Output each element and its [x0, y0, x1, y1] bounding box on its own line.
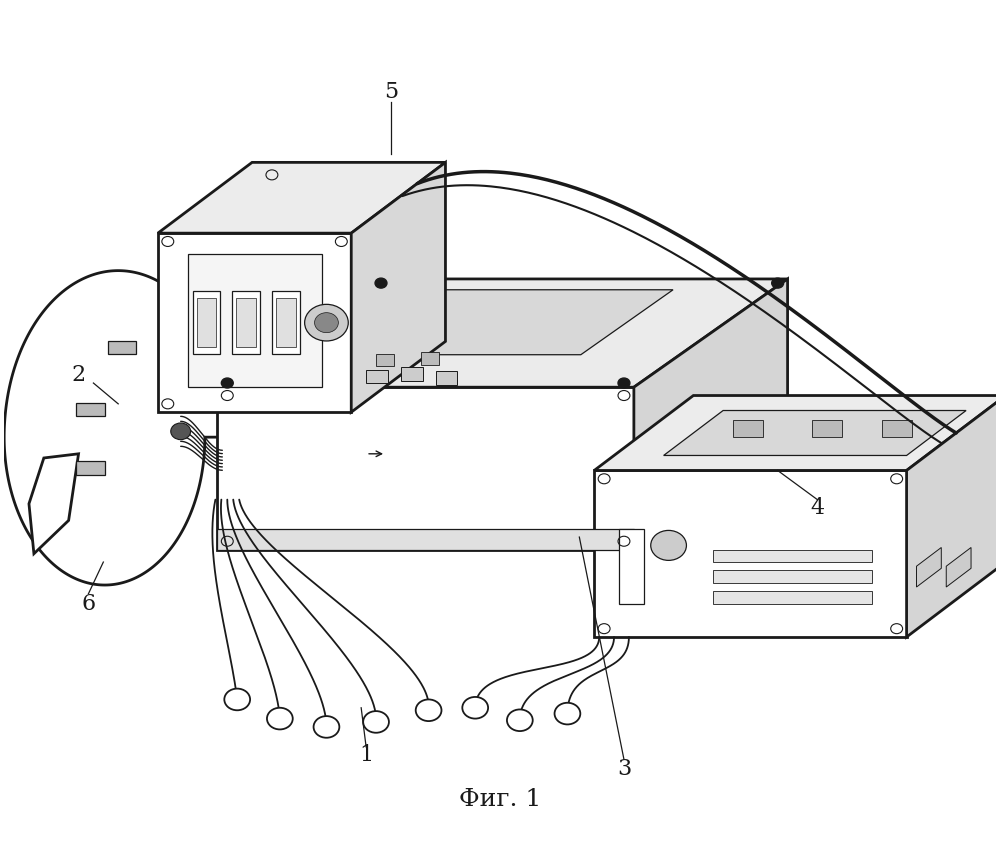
Circle shape — [555, 703, 580, 724]
Polygon shape — [619, 529, 644, 604]
Polygon shape — [713, 591, 872, 604]
Text: 1: 1 — [359, 744, 373, 766]
Text: Фиг. 1: Фиг. 1 — [459, 788, 541, 811]
Polygon shape — [76, 403, 105, 416]
Circle shape — [221, 378, 233, 388]
Circle shape — [772, 278, 784, 288]
Circle shape — [651, 531, 686, 560]
Polygon shape — [158, 162, 445, 233]
Polygon shape — [232, 292, 260, 354]
Circle shape — [314, 716, 339, 738]
Polygon shape — [197, 298, 216, 347]
Polygon shape — [236, 298, 256, 347]
Polygon shape — [401, 368, 423, 380]
Polygon shape — [713, 549, 872, 562]
Polygon shape — [812, 420, 842, 436]
Text: 5: 5 — [384, 81, 398, 103]
Circle shape — [305, 304, 348, 341]
Circle shape — [462, 697, 488, 718]
Circle shape — [375, 278, 387, 288]
Polygon shape — [188, 254, 322, 387]
Text: 2: 2 — [71, 363, 86, 386]
Polygon shape — [594, 395, 1000, 470]
Polygon shape — [907, 395, 1000, 637]
Polygon shape — [276, 298, 296, 347]
Polygon shape — [436, 372, 457, 384]
Polygon shape — [76, 462, 105, 474]
Polygon shape — [634, 279, 788, 549]
Text: 6: 6 — [81, 593, 96, 615]
Polygon shape — [272, 292, 300, 354]
Circle shape — [171, 423, 191, 440]
Polygon shape — [376, 354, 394, 367]
Polygon shape — [366, 370, 388, 383]
Circle shape — [618, 378, 630, 388]
Polygon shape — [333, 290, 673, 355]
Polygon shape — [217, 529, 634, 549]
Circle shape — [315, 313, 338, 333]
Polygon shape — [193, 292, 220, 354]
Circle shape — [416, 700, 441, 721]
Polygon shape — [916, 547, 941, 587]
Polygon shape — [4, 271, 232, 585]
Polygon shape — [882, 420, 912, 436]
Polygon shape — [158, 233, 351, 412]
Polygon shape — [217, 387, 634, 549]
Polygon shape — [351, 162, 445, 412]
Polygon shape — [217, 279, 788, 387]
Circle shape — [507, 710, 533, 731]
Text: 4: 4 — [810, 497, 824, 519]
Polygon shape — [733, 420, 763, 436]
Circle shape — [267, 708, 293, 729]
Polygon shape — [421, 352, 439, 365]
Circle shape — [224, 689, 250, 711]
Polygon shape — [594, 470, 907, 637]
Polygon shape — [713, 570, 872, 583]
Text: 3: 3 — [617, 758, 631, 780]
Polygon shape — [108, 341, 136, 354]
Polygon shape — [946, 547, 971, 587]
Circle shape — [363, 711, 389, 733]
Polygon shape — [664, 410, 966, 456]
Polygon shape — [29, 454, 79, 553]
